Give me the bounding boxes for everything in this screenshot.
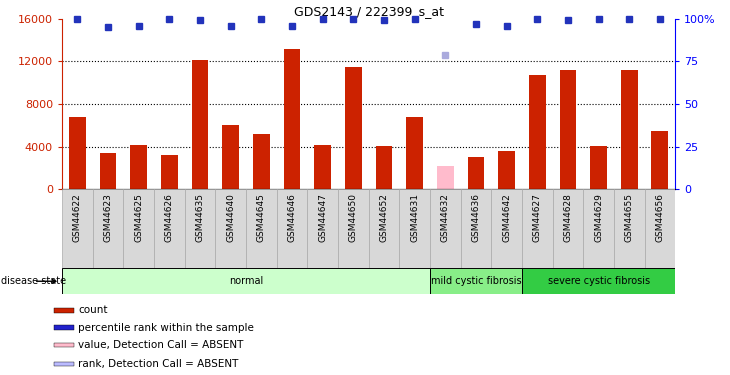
Bar: [54, 343, 74, 347]
Text: GSM44632: GSM44632: [441, 194, 450, 242]
Text: GSM44625: GSM44625: [134, 194, 143, 242]
Bar: [620, 70, 638, 189]
Text: GSM44635: GSM44635: [196, 194, 204, 242]
Bar: [130, 145, 147, 189]
Bar: [253, 134, 270, 189]
Text: GSM44636: GSM44636: [472, 194, 480, 242]
Text: GSM44642: GSM44642: [502, 194, 511, 242]
Text: GSM44622: GSM44622: [73, 194, 82, 242]
Bar: [69, 117, 86, 189]
Bar: [590, 146, 607, 189]
FancyBboxPatch shape: [123, 189, 154, 268]
Bar: [99, 153, 117, 189]
Text: mild cystic fibrosis: mild cystic fibrosis: [431, 276, 521, 286]
Text: GSM44652: GSM44652: [380, 194, 388, 242]
FancyBboxPatch shape: [491, 189, 522, 268]
Text: rank, Detection Call = ABSENT: rank, Detection Call = ABSENT: [78, 359, 239, 369]
FancyBboxPatch shape: [338, 189, 369, 268]
Text: GSM44655: GSM44655: [625, 194, 634, 242]
FancyBboxPatch shape: [645, 189, 675, 268]
Text: GSM44645: GSM44645: [257, 194, 266, 242]
Text: GSM44640: GSM44640: [226, 194, 235, 242]
FancyBboxPatch shape: [522, 189, 553, 268]
Bar: [651, 131, 669, 189]
Bar: [161, 155, 178, 189]
FancyBboxPatch shape: [215, 189, 246, 268]
Text: GSM44629: GSM44629: [594, 194, 603, 242]
Bar: [559, 70, 577, 189]
Text: disease state: disease state: [1, 276, 66, 286]
FancyBboxPatch shape: [154, 189, 185, 268]
Bar: [529, 75, 546, 189]
Text: GSM44623: GSM44623: [104, 194, 112, 242]
FancyBboxPatch shape: [277, 189, 307, 268]
Bar: [375, 146, 393, 189]
FancyBboxPatch shape: [185, 189, 215, 268]
Text: normal: normal: [229, 276, 263, 286]
Title: GDS2143 / 222399_s_at: GDS2143 / 222399_s_at: [293, 4, 444, 18]
Text: GSM44656: GSM44656: [656, 194, 664, 242]
Text: GSM44631: GSM44631: [410, 194, 419, 242]
Text: GSM44628: GSM44628: [564, 194, 572, 242]
Text: GSM44627: GSM44627: [533, 194, 542, 242]
Bar: [437, 166, 454, 189]
FancyBboxPatch shape: [62, 268, 430, 294]
Text: GSM44647: GSM44647: [318, 194, 327, 242]
FancyBboxPatch shape: [399, 189, 430, 268]
Text: percentile rank within the sample: percentile rank within the sample: [78, 323, 254, 333]
Bar: [54, 326, 74, 330]
Text: value, Detection Call = ABSENT: value, Detection Call = ABSENT: [78, 340, 244, 350]
Bar: [406, 117, 423, 189]
Text: GSM44626: GSM44626: [165, 194, 174, 242]
Bar: [467, 158, 485, 189]
Text: GSM44650: GSM44650: [349, 194, 358, 242]
FancyBboxPatch shape: [93, 189, 123, 268]
Text: GSM44646: GSM44646: [288, 194, 296, 242]
FancyBboxPatch shape: [522, 268, 675, 294]
Bar: [283, 49, 301, 189]
FancyBboxPatch shape: [62, 189, 93, 268]
Bar: [191, 60, 209, 189]
Bar: [54, 362, 74, 366]
Text: severe cystic fibrosis: severe cystic fibrosis: [548, 276, 650, 286]
FancyBboxPatch shape: [461, 189, 491, 268]
Bar: [314, 145, 331, 189]
FancyBboxPatch shape: [614, 189, 645, 268]
FancyBboxPatch shape: [430, 189, 461, 268]
FancyBboxPatch shape: [430, 268, 522, 294]
FancyBboxPatch shape: [369, 189, 399, 268]
Text: count: count: [78, 305, 108, 315]
FancyBboxPatch shape: [583, 189, 614, 268]
Bar: [345, 67, 362, 189]
FancyBboxPatch shape: [307, 189, 338, 268]
Bar: [222, 125, 239, 189]
FancyBboxPatch shape: [553, 189, 583, 268]
Bar: [498, 151, 515, 189]
Bar: [54, 308, 74, 313]
FancyBboxPatch shape: [246, 189, 277, 268]
